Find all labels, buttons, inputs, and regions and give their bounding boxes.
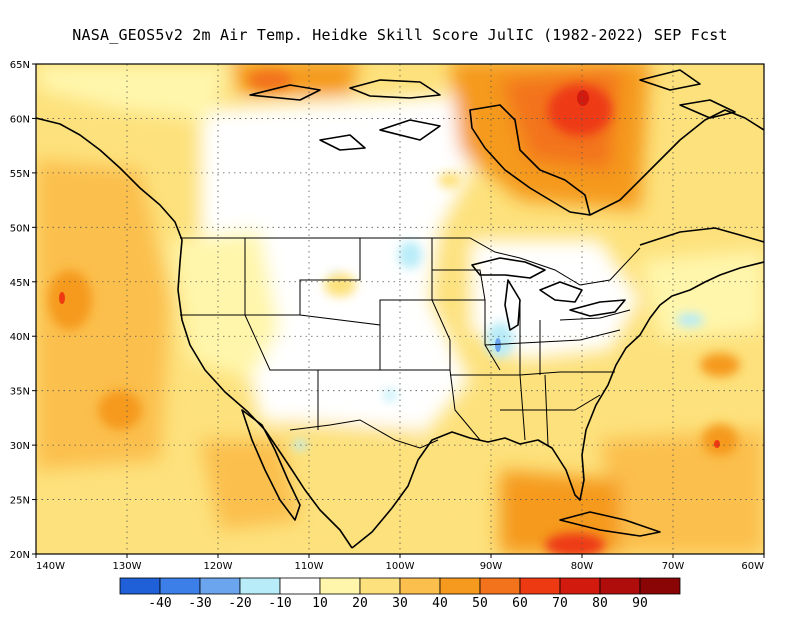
colorbar-label: 60 bbox=[512, 596, 528, 611]
lon-tick-label: 90W bbox=[480, 561, 503, 572]
colorbar-label: 40 bbox=[432, 596, 448, 611]
lon-tick-label: 80W bbox=[571, 561, 594, 572]
colorbar-swatch bbox=[119, 577, 161, 595]
colorbar-label: 50 bbox=[472, 596, 488, 611]
colorbar-swatch bbox=[199, 577, 241, 595]
colorbar-swatch bbox=[159, 577, 201, 595]
colorbar-label: 70 bbox=[552, 596, 568, 611]
colorbar: -40 -30 -20 -10 10 20 30 40 50 60 70 80 90 bbox=[119, 577, 681, 611]
colorbar-label: 80 bbox=[592, 596, 608, 611]
lon-tick-label: 130W bbox=[113, 561, 142, 572]
lon-tick-label: 140W bbox=[36, 561, 65, 572]
colorbar-swatch bbox=[319, 577, 361, 595]
lat-tick-label: 55N bbox=[10, 169, 30, 180]
state-borders bbox=[180, 237, 641, 449]
lon-tick-label: 110W bbox=[295, 561, 324, 572]
colorbar-swatch bbox=[439, 577, 481, 595]
lon-tick-label: 120W bbox=[204, 561, 233, 572]
colorbar-label: -30 bbox=[188, 596, 211, 611]
lon-tick-label: 100W bbox=[386, 561, 415, 572]
lat-tick-label: 20N bbox=[10, 550, 30, 561]
lat-tick-label: 60N bbox=[10, 114, 30, 125]
colorbar-label: -40 bbox=[148, 596, 171, 611]
lat-tick-label: 40N bbox=[10, 332, 30, 343]
colorbar-swatch bbox=[279, 577, 321, 595]
colorbar-swatch bbox=[239, 577, 281, 595]
colorbar-label: 30 bbox=[392, 596, 408, 611]
lat-tick-label: 65N bbox=[10, 60, 30, 71]
colorbar-swatch bbox=[479, 577, 521, 595]
coastlines bbox=[36, 69, 764, 549]
colorbar-swatch bbox=[399, 577, 441, 595]
lat-tick-label: 25N bbox=[10, 496, 30, 507]
colorbar-label: -20 bbox=[228, 596, 251, 611]
longitude-labels: 140W 130W 120W 110W 100W 90W 80W 70W 60W bbox=[35, 554, 765, 572]
lat-tick-label: 30N bbox=[10, 441, 30, 452]
colorbar-swatch bbox=[519, 577, 561, 595]
figure-title: NASA_GEOS5v2 2m Air Temp. Heidke Skill S… bbox=[72, 26, 728, 44]
colorbar-label: 20 bbox=[352, 596, 368, 611]
lat-tick-label: 50N bbox=[10, 223, 30, 234]
skill-field bbox=[36, 64, 764, 554]
lat-tick-label: 45N bbox=[10, 278, 30, 289]
colorbar-swatch bbox=[599, 577, 641, 595]
colorbar-label: 10 bbox=[312, 596, 328, 611]
lat-tick-label: 35N bbox=[10, 387, 30, 398]
latitude-labels: 65N 60N 55N 50N 45N 40N 35N 30N 25N 20N bbox=[10, 60, 36, 561]
colorbar-label: 90 bbox=[632, 596, 648, 611]
colorbar-swatch bbox=[639, 577, 681, 595]
lon-tick-label: 70W bbox=[662, 561, 685, 572]
lon-tick-label: 60W bbox=[741, 561, 764, 572]
colorbar-label: -10 bbox=[268, 596, 291, 611]
colorbar-swatch bbox=[359, 577, 401, 595]
colorbar-swatch bbox=[559, 577, 601, 595]
gridlines bbox=[36, 64, 764, 554]
